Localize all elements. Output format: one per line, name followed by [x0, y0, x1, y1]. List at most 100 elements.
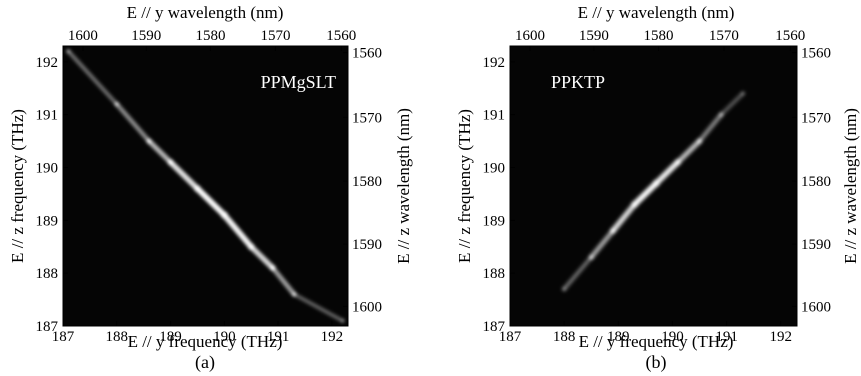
panel-a-ytick-left-label: 188	[36, 266, 59, 282]
panel-b-ridge-segment	[588, 228, 616, 260]
panel-a-xtick-bottom-label: 187	[52, 329, 75, 345]
panel-a-ytick-right-label: 1590	[352, 237, 382, 253]
panel-b-xtick-bottom-label: 189	[607, 329, 630, 345]
panel-b-ridge-segment	[719, 91, 745, 117]
panel-a-ridge-segment	[248, 244, 276, 271]
panel-a-ticks: 187 188 189 190 191 192 187 188 189 190 191 192 1600…	[36, 28, 383, 345]
panel-b-ytick-right-label: 1580	[801, 174, 831, 190]
panel-b-ridge-point	[631, 201, 638, 208]
panel-a-ridge-point	[291, 291, 297, 297]
panel-b-ytick-left-label: 187	[483, 319, 506, 335]
panel-b-ytick-left-label: 188	[483, 266, 506, 282]
panel-a-xlabel-bottom: E // y frequency (THz)	[128, 332, 283, 351]
panel-a-ridge-point	[167, 159, 174, 166]
panel-a-ytick-left-label: 189	[36, 213, 59, 229]
panel-b-ridge-point	[718, 112, 724, 117]
panel-a-tag: (a)	[195, 352, 215, 373]
panel-b-xtick-bottom-label: 192	[770, 329, 793, 345]
panel-b-ridge-point	[740, 91, 745, 96]
panel-b-ridge-segment	[653, 159, 681, 187]
panel-a-ridge-point	[66, 49, 71, 54]
panel-a-ridge-segment	[66, 49, 119, 107]
panel-b-ytick-right-label: 1560	[801, 46, 831, 62]
panel-b-ytick-left-label: 191	[483, 108, 506, 124]
panel-b-xlabel-top: E // y wavelength (nm)	[578, 3, 735, 22]
panel-a-ridge-point	[114, 101, 120, 107]
panel-b-sample-label: PPKTP	[551, 72, 605, 92]
panel-a-xtick-top-label: 1560	[326, 28, 356, 44]
panel-a-frame	[62, 45, 349, 327]
panel-a-ridge-segment	[167, 159, 201, 192]
panel-a-xtick-top-label: 1600	[68, 28, 98, 44]
panel-b-ticks: 187 188 189 190 191 192 187 188 189 190 191 192 1600…	[483, 28, 832, 345]
panel-b-xtick-bottom-label: 190	[661, 329, 684, 345]
panel-a-ytick-left-label: 191	[36, 108, 59, 124]
panel-b-xtick-bottom-label: 191	[715, 329, 738, 345]
panel-a-ytick-right-label: 1570	[352, 110, 382, 126]
panel-b-xtick-bottom-label: 188	[553, 329, 576, 345]
panel-b-frame	[509, 45, 798, 327]
panel-b-xtick-bottom-label: 187	[499, 329, 522, 345]
panel-b-ridge-segment	[610, 201, 638, 234]
panel-b-ridge-point	[674, 159, 682, 166]
panel-a-xtick-bottom-label: 190	[213, 329, 236, 345]
panel-a-xlabel-top: E // y wavelength (nm)	[127, 3, 284, 22]
panel-b-ylabel-left: E // z frequency (THz)	[455, 109, 474, 263]
panel-b-ridge	[562, 91, 745, 292]
panel-b-ridge-point	[696, 138, 703, 144]
panel-b-ytick-left-label: 190	[483, 161, 506, 177]
panel-b-tag: (b)	[646, 352, 667, 373]
panel-a-sample-label: PPMgSLT	[261, 72, 336, 92]
panel-a-ylabel-right: E // z wavelength (nm)	[394, 108, 413, 264]
panel-a-ylabel-left: E // z frequency (THz)	[8, 109, 27, 263]
panel-a-ridge-point	[247, 243, 255, 251]
panel-b-ridge-point	[609, 227, 616, 234]
panel-a-ridge-point	[269, 264, 276, 271]
panel-a-ridge-segment	[221, 212, 255, 250]
panel-b-ridge-point	[562, 286, 567, 292]
panel-b-ridge-segment	[562, 255, 594, 292]
panel-b-xtick-top-label: 1580	[643, 28, 673, 44]
panel-a-xtick-top-label: 1570	[260, 28, 290, 44]
panel-a-xtick-top-label: 1590	[131, 28, 161, 44]
panel-b-ridge-point	[652, 179, 660, 187]
panel-a-xtick-bottom-label: 188	[106, 329, 129, 345]
panel-b-ridge-point	[588, 254, 594, 260]
panel-b-ytick-right-label: 1570	[801, 110, 831, 126]
panel-b-ridge-segment	[675, 138, 703, 165]
panel-a-ytick-left-label: 187	[36, 319, 59, 335]
panel-b-xlabel-bottom: E // y frequency (THz)	[579, 332, 734, 351]
panel-b: 187 188 189 190 191 192 187 188 189 190 191 192 1600…	[455, 3, 860, 373]
panel-a-xtick-top-label: 1580	[195, 28, 225, 44]
panel-a-xtick-bottom-label: 192	[321, 329, 344, 345]
panel-a-ridge-point	[194, 185, 201, 193]
panel-a-ytick-right-label: 1560	[352, 46, 382, 62]
panel-a-ytick-right-label: 1580	[352, 174, 382, 190]
panel-b-xtick-top-label: 1600	[515, 28, 545, 44]
panel-a-xtick-bottom-label: 189	[159, 329, 182, 345]
panel-b-ytick-right-label: 1600	[801, 299, 831, 315]
panel-a-ridge-segment	[194, 185, 228, 219]
panel-a-ytick-left-label: 190	[36, 161, 59, 177]
panel-a-ridge	[66, 49, 345, 323]
panel-a-ytick-right-label: 1600	[352, 299, 382, 315]
panel-b-xtick-top-label: 1560	[775, 28, 805, 44]
panel-a-ridge-point	[340, 318, 345, 323]
panel-b-ylabel-right: E // z wavelength (nm)	[841, 108, 860, 264]
panel-b-ridge-segment	[697, 112, 724, 144]
panel-b-xtick-top-label: 1570	[709, 28, 739, 44]
panel-b-ytick-left-label: 192	[483, 55, 506, 71]
panel-a-ridge-point	[220, 211, 228, 219]
panel-a-ridge-segment	[114, 101, 152, 144]
panel-b-ytick-left-label: 189	[483, 213, 506, 229]
panel-a-plot-area	[63, 46, 348, 326]
panel-b-xtick-top-label: 1590	[579, 28, 609, 44]
panel-b-ytick-right-label: 1590	[801, 237, 831, 253]
panel-a-ridge-segment	[292, 292, 345, 323]
panel-a-ytick-left-label: 192	[36, 55, 59, 71]
panel-a-ridge-point	[146, 138, 152, 144]
panel-a: 187 188 189 190 191 192 187 188 189 190 191 192 1600…	[8, 3, 413, 373]
panel-b-ridge-segment	[631, 180, 660, 208]
panel-a-ridge-segment	[146, 138, 174, 165]
